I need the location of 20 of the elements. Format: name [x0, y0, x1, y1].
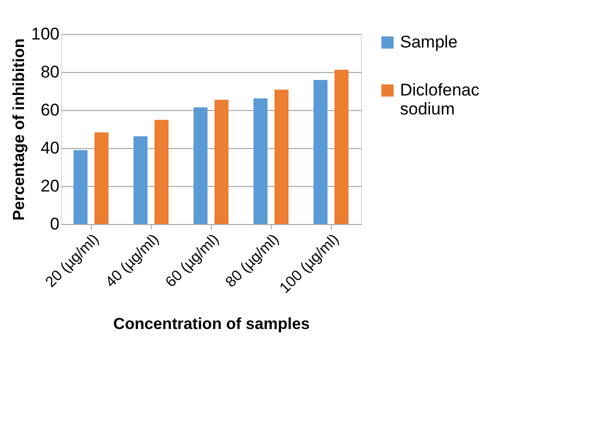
- bar: [154, 120, 168, 224]
- bar: [254, 98, 268, 224]
- y-tick-label: 60: [40, 100, 60, 120]
- y-tick-label: 0: [50, 214, 60, 234]
- y-axis-title: Percentage of inhibition: [11, 38, 28, 221]
- y-tick-label: 40: [40, 138, 60, 158]
- bar: [94, 132, 108, 224]
- bar: [334, 70, 348, 224]
- y-tick-label: 20: [40, 176, 60, 196]
- legend-label: Sample: [400, 32, 458, 52]
- bar: [194, 107, 208, 224]
- bar: [314, 80, 328, 224]
- bar: [74, 150, 88, 224]
- x-axis-title: Concentration of samples: [113, 316, 310, 333]
- legend-label: Diclofenac sodium: [400, 80, 480, 118]
- y-tick-label: 80: [40, 62, 60, 82]
- bar: [134, 136, 148, 224]
- bar: [214, 100, 228, 224]
- y-tick-label: 100: [31, 24, 60, 44]
- bar: [274, 90, 288, 224]
